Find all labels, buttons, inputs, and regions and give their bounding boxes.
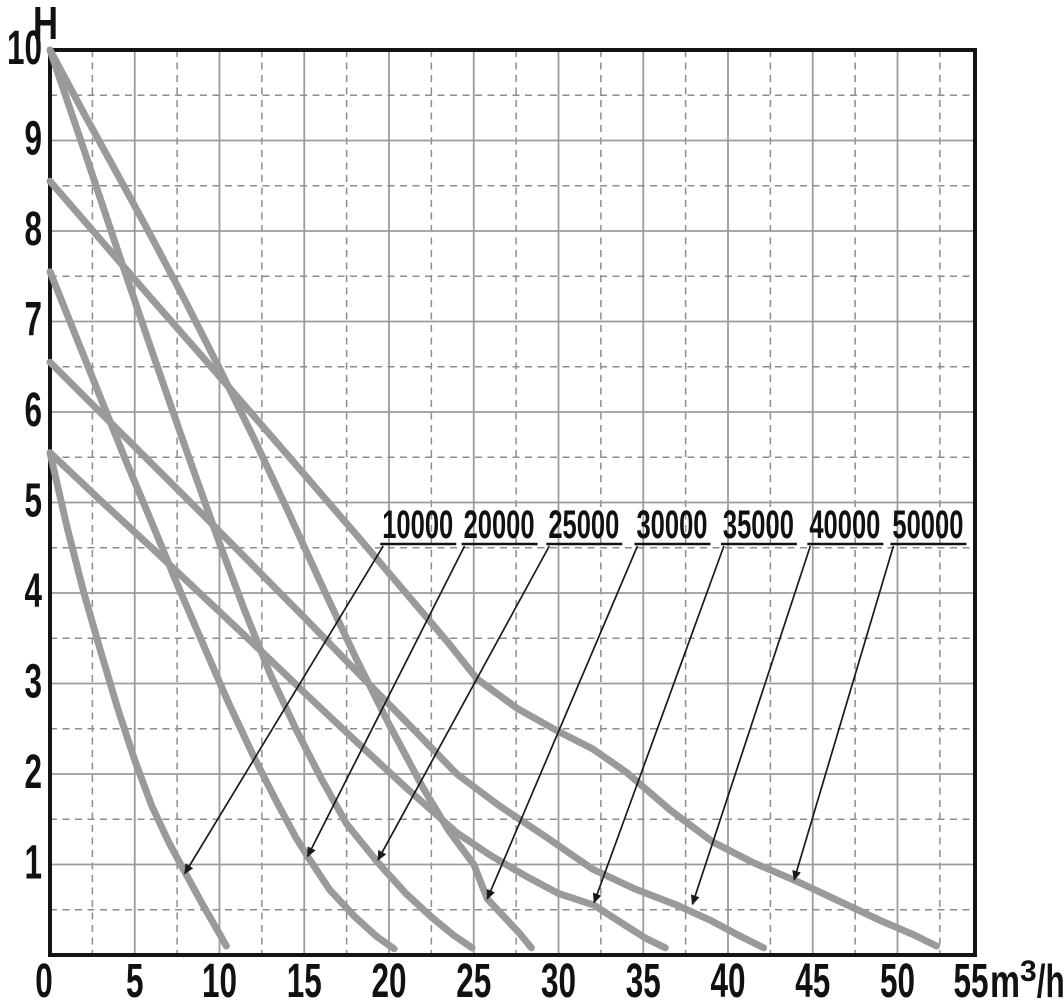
curve-35000 — [46, 449, 669, 952]
y-tick-6: 6 — [25, 384, 43, 437]
y-tick-4: 4 — [25, 565, 43, 618]
curve-30000 — [46, 46, 535, 952]
x-tick-25: 25 — [456, 955, 491, 1000]
x-tick-15: 15 — [287, 955, 322, 1000]
series-label-50000: 50000 — [892, 503, 963, 547]
series-label-20000: 20000 — [464, 503, 535, 547]
grid — [50, 50, 975, 955]
y-tick-8: 8 — [25, 203, 43, 256]
y-tick-2: 2 — [25, 746, 43, 799]
x-axis-tick-labels: 0 5 10 15 20 25 30 35 40 45 50 55 — [35, 955, 988, 1000]
x-tick-0: 0 — [35, 955, 53, 1000]
y-tick-7: 7 — [25, 294, 43, 347]
series-label-35000: 35000 — [723, 503, 794, 547]
series-label-10000: 10000 — [382, 503, 453, 547]
x-tick-35: 35 — [626, 955, 661, 1000]
y-tick-3: 3 — [25, 656, 43, 709]
x-tick-10: 10 — [202, 955, 237, 1000]
leader-50000 — [792, 545, 895, 881]
x-tick-20: 20 — [372, 955, 407, 1000]
series-label-30000: 30000 — [636, 503, 707, 547]
series-labels: 10000 20000 25000 30000 35000 40000 50000 — [380, 503, 967, 547]
unit-base: m — [990, 955, 1020, 1000]
y-tick-1: 1 — [25, 837, 43, 890]
y-axis-tick-labels: 10 9 8 7 6 5 4 3 2 1 — [7, 22, 42, 890]
curve-40000 — [46, 358, 768, 952]
curve-50000 — [46, 177, 940, 950]
leader-20000 — [306, 545, 466, 858]
leader-30000 — [486, 545, 639, 900]
leader-35000 — [592, 545, 725, 904]
y-tick-10: 10 — [7, 22, 42, 75]
series-label-25000: 25000 — [548, 503, 619, 547]
x-tick-30: 30 — [541, 955, 576, 1000]
x-axis-unit: m3/h — [990, 955, 1064, 1000]
y-axis-title: H — [33, 0, 58, 49]
x-tick-55: 55 — [954, 955, 989, 1000]
x-tick-50: 50 — [880, 955, 915, 1000]
unit-rest: /h — [1037, 955, 1064, 1000]
leader-10000 — [184, 545, 384, 875]
plot-border — [48, 48, 977, 957]
pump-curves — [46, 46, 940, 953]
unit-superscript: 3 — [1020, 955, 1037, 988]
leader-40000 — [690, 545, 812, 906]
leader-25000 — [377, 545, 551, 861]
x-tick-45: 45 — [795, 955, 830, 1000]
y-tick-5: 5 — [25, 475, 43, 528]
series-label-40000: 40000 — [809, 503, 880, 547]
x-tick-40: 40 — [711, 955, 746, 1000]
curve-10000 — [46, 449, 230, 950]
y-tick-9: 9 — [25, 113, 43, 166]
curve-25000 — [46, 46, 476, 952]
leader-arrows — [184, 545, 895, 906]
x-tick-5: 5 — [126, 955, 144, 1000]
